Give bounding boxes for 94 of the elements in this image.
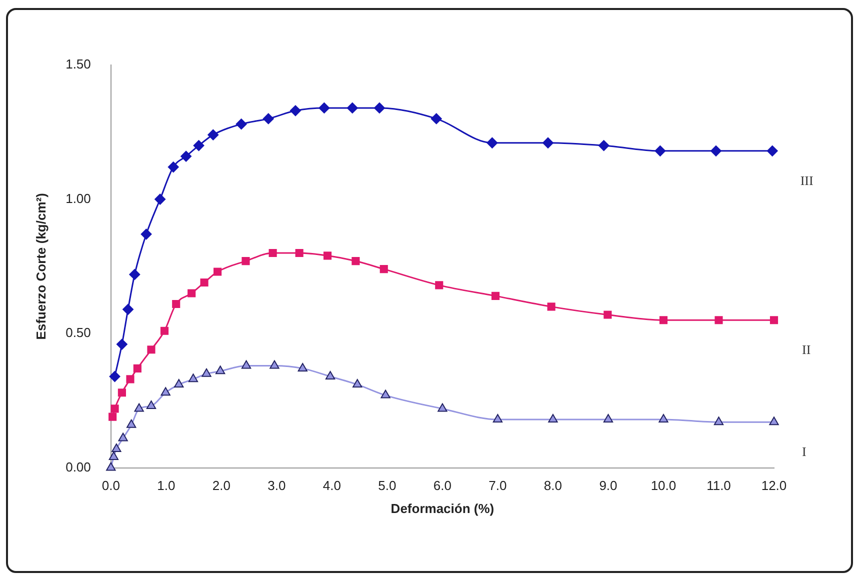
- point: [714, 316, 723, 324]
- x-axis-title: Deformación (%): [390, 500, 494, 516]
- point: [172, 300, 180, 308]
- point: [109, 371, 120, 382]
- point: [126, 375, 134, 384]
- point: [714, 416, 724, 426]
- x-tick-label: 9.0: [599, 478, 618, 494]
- x-tick-label: 5.0: [378, 478, 396, 494]
- text: I: [802, 444, 806, 460]
- point: [352, 256, 360, 266]
- x-tick-label: 2.0: [212, 478, 230, 494]
- point: [318, 102, 330, 114]
- point: [193, 140, 204, 152]
- point: [168, 162, 179, 173]
- point: [380, 390, 390, 398]
- point: [548, 414, 558, 422]
- y-tick-label: 1.00: [66, 190, 91, 206]
- point: [290, 105, 301, 116]
- text: III: [800, 172, 814, 188]
- point: [598, 140, 610, 152]
- y-axis-title: Esfuerzo Corte (kg/cm²): [33, 193, 48, 340]
- point: [352, 379, 362, 388]
- y-tick-label: 0.50: [66, 325, 91, 340]
- point: [295, 248, 304, 258]
- x-tick-label: 1.0: [157, 478, 176, 494]
- y-tick-label: 0.00: [66, 459, 91, 474]
- point: [174, 379, 184, 388]
- point: [110, 404, 119, 413]
- point: [268, 248, 277, 258]
- point: [202, 368, 212, 377]
- point: [188, 289, 196, 298]
- x-tick-label: 10.0: [650, 478, 676, 494]
- point: [270, 360, 280, 369]
- point: [547, 302, 556, 311]
- point: [154, 194, 166, 205]
- point: [147, 346, 156, 354]
- point: [658, 414, 668, 422]
- x-tick-label: 12.0: [761, 478, 787, 494]
- point: [236, 118, 247, 130]
- x-tick-label: 11.0: [706, 478, 731, 494]
- point: [129, 268, 140, 280]
- point: [374, 102, 385, 114]
- y-tick-label: 1.50: [66, 56, 91, 72]
- point: [133, 364, 142, 372]
- point: [542, 137, 554, 148]
- text: II: [802, 342, 811, 358]
- point: [430, 113, 442, 124]
- point: [325, 371, 336, 380]
- point: [160, 387, 170, 396]
- point: [770, 316, 778, 324]
- point: [116, 338, 128, 350]
- point: [112, 444, 122, 452]
- point: [134, 403, 144, 412]
- x-tick-label: 8.0: [544, 478, 562, 494]
- point: [654, 145, 666, 156]
- point: [486, 137, 498, 148]
- x-tick-label: 6.0: [433, 478, 452, 494]
- point: [241, 360, 252, 369]
- point: [438, 403, 448, 412]
- point: [108, 452, 118, 460]
- point: [106, 462, 116, 471]
- x-tick-label: 3.0: [268, 478, 286, 494]
- point: [659, 316, 668, 324]
- point: [200, 278, 208, 287]
- point: [180, 150, 192, 162]
- point: [492, 414, 503, 422]
- point: [160, 326, 169, 335]
- point: [208, 129, 219, 140]
- point: [604, 310, 612, 319]
- x-tick-label: 4.0: [322, 478, 341, 494]
- point: [140, 228, 152, 240]
- point: [323, 252, 332, 260]
- point: [491, 292, 500, 300]
- x-tick-label: 7.0: [488, 478, 507, 494]
- point: [298, 362, 308, 372]
- x-tick-label: 0.0: [102, 478, 120, 494]
- point: [769, 416, 779, 426]
- point: [118, 432, 128, 442]
- point: [242, 256, 250, 266]
- point: [435, 281, 444, 290]
- point: [710, 145, 722, 156]
- point: [126, 419, 136, 428]
- point: [146, 400, 156, 410]
- point: [108, 412, 117, 421]
- point: [215, 366, 226, 374]
- point: [118, 388, 126, 397]
- point: [214, 268, 222, 276]
- point: [346, 102, 358, 114]
- point: [188, 374, 198, 382]
- point: [603, 414, 614, 422]
- point: [766, 145, 778, 156]
- point: [380, 265, 388, 274]
- point: [262, 113, 274, 124]
- point: [122, 304, 134, 315]
